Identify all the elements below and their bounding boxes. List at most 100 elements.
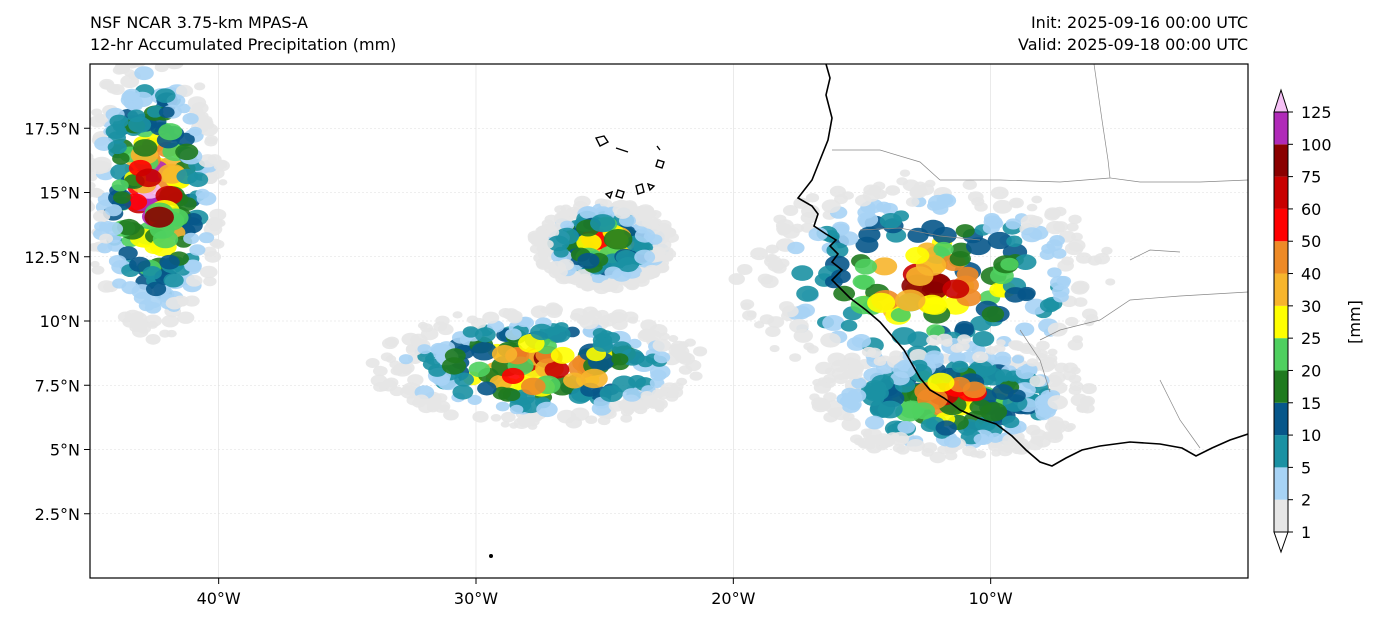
lat-tick-label: 15°N bbox=[40, 184, 80, 203]
precip-cell bbox=[868, 185, 882, 195]
precip-cell bbox=[969, 450, 980, 458]
valid-time: Valid: 2025-09-18 00:00 UTC bbox=[1017, 35, 1248, 54]
precip-cell bbox=[982, 221, 1000, 235]
precip-cell bbox=[491, 345, 518, 364]
precip-cell bbox=[604, 266, 622, 279]
precip-cell bbox=[599, 385, 623, 402]
precip-cell bbox=[873, 356, 887, 366]
precip-cell bbox=[1001, 415, 1020, 429]
precip-cell bbox=[843, 352, 861, 365]
precip-cell bbox=[889, 431, 910, 446]
colorbar-label: [mm] bbox=[1345, 300, 1364, 344]
precip-cell bbox=[638, 328, 656, 341]
precip-cell bbox=[927, 372, 955, 393]
precip-cell bbox=[94, 113, 109, 124]
precip-cell bbox=[892, 361, 917, 379]
colorbar-segment bbox=[1274, 208, 1288, 242]
precip-cell bbox=[896, 177, 908, 186]
precip-cell bbox=[209, 223, 220, 232]
precip-cell bbox=[858, 226, 881, 243]
precip-cell bbox=[417, 344, 432, 355]
precip-cell bbox=[468, 361, 491, 378]
colorbar-segment bbox=[1274, 402, 1288, 436]
precip-cell bbox=[909, 187, 925, 199]
precip-cell bbox=[577, 252, 600, 269]
precip-cell bbox=[91, 108, 103, 117]
colorbar-segment bbox=[1274, 370, 1288, 403]
precip-cell bbox=[932, 226, 957, 245]
precip-cell bbox=[501, 367, 525, 384]
precip-cell bbox=[909, 349, 928, 362]
precip-cell bbox=[579, 315, 599, 330]
precip-cell bbox=[957, 334, 972, 345]
precip-cell bbox=[129, 324, 141, 333]
precip-cell bbox=[985, 345, 998, 355]
precip-cell bbox=[851, 334, 872, 348]
precip-cell bbox=[134, 66, 154, 81]
precip-cell bbox=[620, 414, 633, 423]
precip-cell bbox=[410, 337, 425, 347]
precip-cell bbox=[599, 199, 613, 208]
precip-cell bbox=[1005, 218, 1022, 230]
colorbar-segment bbox=[1274, 338, 1288, 371]
precip-cell bbox=[428, 364, 447, 377]
precip-cell bbox=[585, 415, 598, 425]
precip-cell bbox=[129, 256, 151, 273]
precip-cell bbox=[826, 242, 849, 259]
precip-cell bbox=[482, 311, 500, 324]
precip-cell bbox=[113, 191, 131, 204]
precip-cell bbox=[649, 364, 671, 380]
precip-cell bbox=[183, 232, 200, 245]
precip-cell bbox=[1046, 220, 1065, 235]
precip-cell bbox=[1061, 256, 1074, 266]
precip-cell bbox=[146, 105, 164, 118]
precip-cell bbox=[505, 328, 522, 341]
precip-cell bbox=[791, 265, 814, 281]
precip-cell bbox=[1020, 214, 1041, 230]
precip-cell bbox=[557, 258, 574, 271]
precip-feature bbox=[90, 64, 230, 345]
precip-cell bbox=[653, 351, 671, 364]
precip-cell bbox=[441, 357, 467, 375]
precip-cell bbox=[1068, 374, 1082, 384]
precip-cell bbox=[966, 237, 991, 256]
precip-cell bbox=[1034, 404, 1051, 417]
lat-ticks: 2.5°N 5°N 7.5°N 10°N 12.5°N 15°N 17.5°N bbox=[24, 119, 90, 524]
precip-cell bbox=[526, 416, 540, 427]
precip-cell bbox=[580, 368, 608, 389]
precip-cell bbox=[1053, 291, 1069, 303]
precip-cell bbox=[155, 88, 176, 104]
precip-cell bbox=[105, 204, 123, 217]
precip-cell bbox=[194, 82, 206, 91]
precip-cell bbox=[831, 359, 849, 373]
precip-cell bbox=[590, 214, 616, 233]
precip-cell bbox=[530, 323, 554, 341]
precip-cell bbox=[654, 405, 665, 413]
precip-cell bbox=[91, 265, 105, 275]
precip-cell bbox=[577, 273, 593, 285]
colorbar-segment bbox=[1274, 435, 1288, 468]
precip-cell bbox=[640, 391, 654, 401]
precip-cell bbox=[1105, 278, 1116, 286]
precip-cell bbox=[876, 201, 892, 213]
precip-cell bbox=[801, 204, 820, 218]
precip-cell bbox=[1015, 365, 1035, 380]
precip-cell bbox=[995, 369, 1013, 382]
precip-cell bbox=[611, 353, 629, 366]
precip-layer bbox=[90, 64, 1116, 464]
precip-cell bbox=[927, 201, 941, 211]
precip-cell bbox=[188, 126, 202, 137]
precip-cell bbox=[769, 344, 780, 353]
precip-cell bbox=[778, 301, 795, 313]
precip-cell bbox=[198, 232, 215, 244]
precip-cell bbox=[627, 316, 638, 324]
colorbar-tick-label: 15 bbox=[1301, 394, 1321, 413]
precip-cell bbox=[906, 266, 934, 286]
precip-cell bbox=[536, 401, 558, 418]
colorbar-tick-label: 5 bbox=[1301, 458, 1311, 477]
precip-cell bbox=[640, 270, 653, 279]
precip-cell bbox=[899, 169, 911, 177]
precip-cell bbox=[1101, 246, 1113, 255]
precip-cell bbox=[1073, 297, 1088, 308]
precip-cell bbox=[613, 206, 632, 219]
